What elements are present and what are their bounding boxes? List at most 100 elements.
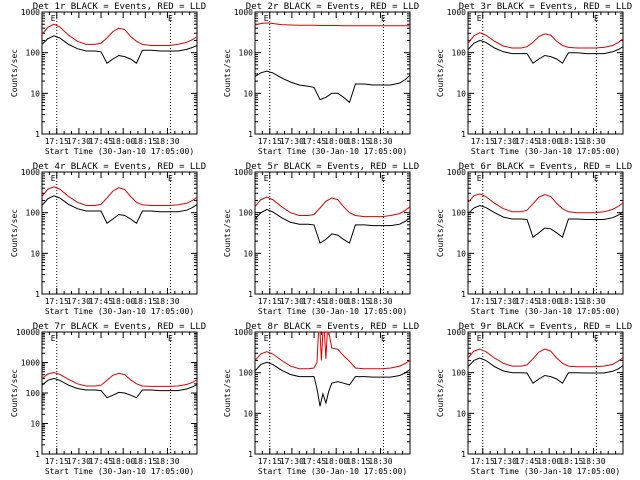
y-tick-label: 1000	[21, 359, 40, 368]
x-tick-label: 18:00	[537, 137, 561, 146]
event-marker-label: E	[51, 174, 56, 183]
x-tick-label: 17:30	[67, 457, 91, 466]
x-tick-label: 17:30	[280, 457, 304, 466]
y-tick-label: 100	[452, 49, 467, 58]
y-tick-label: 1000	[447, 168, 466, 177]
event-marker-label: E	[264, 334, 269, 343]
x-tick-label: 18:15	[133, 137, 157, 146]
y-axis-label: Counts/sec	[436, 369, 445, 417]
event-marker-label: E	[168, 334, 173, 343]
y-tick-label: 1000	[234, 8, 253, 17]
y-tick-label: 1	[461, 290, 466, 299]
y-axis-label: Counts/sec	[436, 49, 445, 97]
x-tick-label: 17:45	[515, 137, 539, 146]
x-axis-label: Start Time (30-Jan-10 17:05:00)	[258, 307, 407, 316]
series-lld-line	[41, 23, 198, 46]
y-tick-label: 10	[30, 89, 40, 98]
panel-det-1: Det 1r BLACK = Events, RED = LLD 1 10 100 10…	[10, 2, 206, 156]
panel-det-6: Det 6r BLACK = Events, RED = LLD 1 10 100 10…	[436, 162, 632, 316]
y-axis-label: Counts/sec	[436, 209, 445, 257]
y-tick-label: 1000	[447, 328, 466, 337]
x-tick-label: 18:30	[581, 297, 605, 306]
series-events-line	[254, 208, 411, 244]
y-tick-label: 10	[456, 409, 466, 418]
y-tick-label: 1	[248, 290, 253, 299]
x-tick-label: 18:00	[111, 297, 135, 306]
panel-title: Det 4r BLACK = Events, RED = LLD	[33, 162, 206, 172]
panel-title: Det 7r BLACK = Events, RED = LLD	[33, 322, 206, 332]
y-tick-label: 1	[461, 450, 466, 459]
y-tick-label: 1	[248, 450, 253, 459]
x-axis-label: Start Time (30-Jan-10 17:05:00)	[45, 467, 194, 476]
series-lld-line	[41, 371, 198, 387]
y-tick-label: 100	[26, 389, 41, 398]
x-tick-label: 18:30	[581, 137, 605, 146]
panel-title: Det 9r BLACK = Events, RED = LLD	[459, 322, 632, 332]
x-tick-label: 18:30	[368, 297, 392, 306]
panel-det-3: Det 3r BLACK = Events, RED = LLD 1 10 100 10…	[436, 2, 632, 156]
y-tick-label: 1000	[234, 328, 253, 337]
x-tick-label: 17:15	[258, 297, 282, 306]
x-tick-label: 18:30	[368, 457, 392, 466]
x-tick-label: 17:15	[471, 457, 495, 466]
x-axis-label: Start Time (30-Jan-10 17:05:00)	[258, 467, 407, 476]
x-axis-label: Start Time (30-Jan-10 17:05:00)	[471, 307, 620, 316]
x-tick-label: 17:45	[515, 457, 539, 466]
event-marker-label: E	[477, 174, 482, 183]
y-axis-label: Counts/sec	[10, 209, 19, 257]
y-tick-label: 1	[35, 130, 40, 139]
series-events-line	[41, 35, 198, 64]
y-tick-label: 1	[35, 450, 40, 459]
series-events-line	[254, 70, 411, 104]
x-tick-label: 17:30	[493, 297, 517, 306]
y-tick-label: 100	[26, 209, 41, 218]
series-lld-line	[254, 22, 410, 27]
x-tick-label: 17:45	[302, 297, 326, 306]
y-tick-label: 100	[239, 209, 254, 218]
event-marker-label: E	[594, 14, 599, 23]
y-tick-label: 1	[35, 290, 40, 299]
x-tick-label: 17:30	[67, 137, 91, 146]
x-tick-label: 17:45	[89, 457, 113, 466]
y-tick-label: 1	[461, 130, 466, 139]
y-tick-label: 1000	[447, 8, 466, 17]
x-tick-label: 18:15	[559, 297, 583, 306]
plot-frame	[254, 171, 411, 295]
y-tick-label: 100	[239, 49, 254, 58]
y-tick-label: 100	[26, 49, 41, 58]
x-tick-label: 18:00	[324, 137, 348, 146]
plot-frame	[254, 331, 411, 455]
x-tick-label: 17:45	[515, 297, 539, 306]
x-tick-label: 17:30	[493, 457, 517, 466]
x-tick-label: 18:15	[133, 457, 157, 466]
x-tick-label: 18:30	[155, 457, 179, 466]
x-axis-label: Start Time (30-Jan-10 17:05:00)	[471, 467, 620, 476]
x-axis-label: Start Time (30-Jan-10 17:05:00)	[258, 147, 407, 156]
x-tick-label: 18:30	[581, 457, 605, 466]
panel-det-4: Det 4r BLACK = Events, RED = LLD 1 10 100 10…	[10, 162, 206, 316]
series-events-line	[467, 204, 624, 239]
plot-frame	[41, 11, 198, 135]
x-tick-label: 18:15	[346, 457, 370, 466]
y-tick-label: 10	[456, 249, 466, 258]
y-tick-label: 1000	[21, 8, 40, 17]
y-tick-label: 10000	[16, 328, 40, 337]
y-tick-label: 10	[30, 420, 40, 429]
series-lld-line	[41, 186, 198, 206]
x-tick-label: 17:15	[471, 297, 495, 306]
series-events-line	[467, 39, 624, 64]
y-tick-label: 10	[30, 249, 40, 258]
plot-frame	[467, 331, 624, 455]
event-marker-label: E	[477, 14, 482, 23]
series-lld-line	[467, 32, 624, 49]
x-tick-label: 17:15	[258, 457, 282, 466]
x-tick-label: 18:00	[324, 457, 348, 466]
y-axis-label: Counts/sec	[223, 49, 232, 97]
x-tick-label: 18:30	[155, 137, 179, 146]
plot-frame	[467, 11, 624, 135]
y-tick-label: 10	[456, 89, 466, 98]
event-marker-label: E	[381, 14, 386, 23]
plot-frame	[41, 171, 198, 295]
panel-title: Det 6r BLACK = Events, RED = LLD	[459, 162, 632, 172]
